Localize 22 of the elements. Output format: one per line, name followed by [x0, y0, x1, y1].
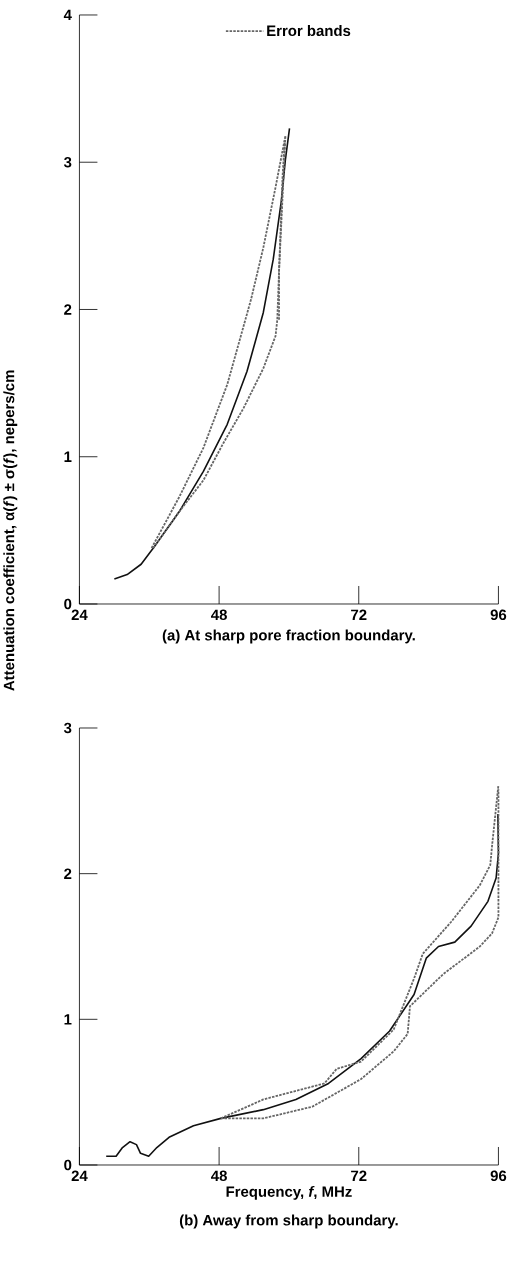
x-tick-label: 48 — [210, 609, 227, 621]
x-tick-label: 72 — [350, 1170, 367, 1181]
y-tick-label: 4 — [63, 9, 72, 21]
x-axis-title: Frequency, f, MHz — [226, 1185, 352, 1200]
y-tick-label: 2 — [63, 304, 72, 315]
y-tick-label: 1 — [64, 1014, 72, 1025]
y-tick-label: 3 — [63, 722, 72, 734]
legend-label: Error bands — [266, 25, 351, 37]
x-tick-label: 24 — [71, 609, 88, 620]
x-tick-label: 48 — [210, 1170, 227, 1182]
x-tick-label: 96 — [490, 609, 506, 621]
y-tick-label: 1 — [64, 451, 72, 462]
x-tick-label: 96 — [490, 1170, 506, 1182]
x-tick-label: 72 — [350, 609, 367, 620]
x-tick-label: 24 — [71, 1170, 88, 1181]
y-tick-label: 3 — [63, 156, 72, 168]
y-tick-label: 0 — [63, 1159, 72, 1171]
y-tick-label: 2 — [63, 868, 72, 879]
text: (a) At sharp pore fraction boundary. — [162, 629, 415, 644]
y-axis-title: Attenuation coefficient, α(f) ± σ(f), nepers/cm — [3, 370, 18, 691]
text: (b) Away from sharp boundary. — [179, 1214, 398, 1229]
y-tick-label: 0 — [63, 598, 72, 610]
